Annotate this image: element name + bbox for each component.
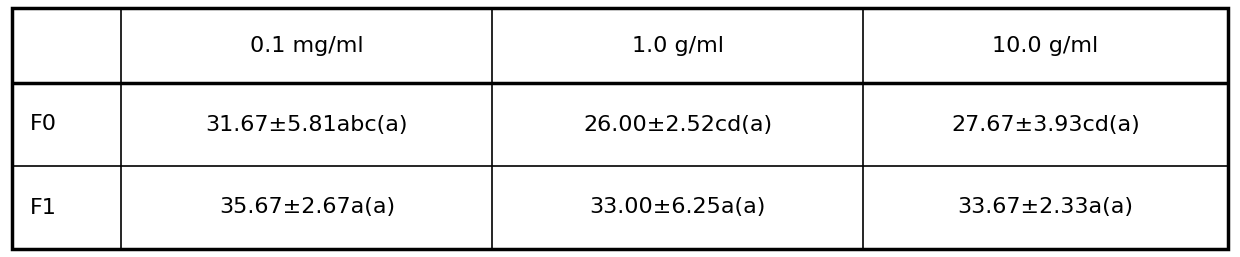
Text: 27.67±3.93cd(a): 27.67±3.93cd(a) [951, 115, 1140, 134]
Text: 33.00±6.25a(a): 33.00±6.25a(a) [589, 197, 766, 217]
Text: 26.00±2.52cd(a): 26.00±2.52cd(a) [583, 115, 773, 134]
Text: 31.67±5.81abc(a): 31.67±5.81abc(a) [206, 115, 408, 134]
Text: 1.0 g/ml: 1.0 g/ml [631, 35, 724, 56]
Text: 35.67±2.67a(a): 35.67±2.67a(a) [218, 197, 396, 217]
Text: 0.1 mg/ml: 0.1 mg/ml [250, 35, 363, 56]
Text: 33.67±2.33a(a): 33.67±2.33a(a) [957, 197, 1133, 217]
Text: F0: F0 [30, 115, 57, 134]
Text: 10.0 g/ml: 10.0 g/ml [992, 35, 1099, 56]
Text: F1: F1 [30, 197, 57, 217]
